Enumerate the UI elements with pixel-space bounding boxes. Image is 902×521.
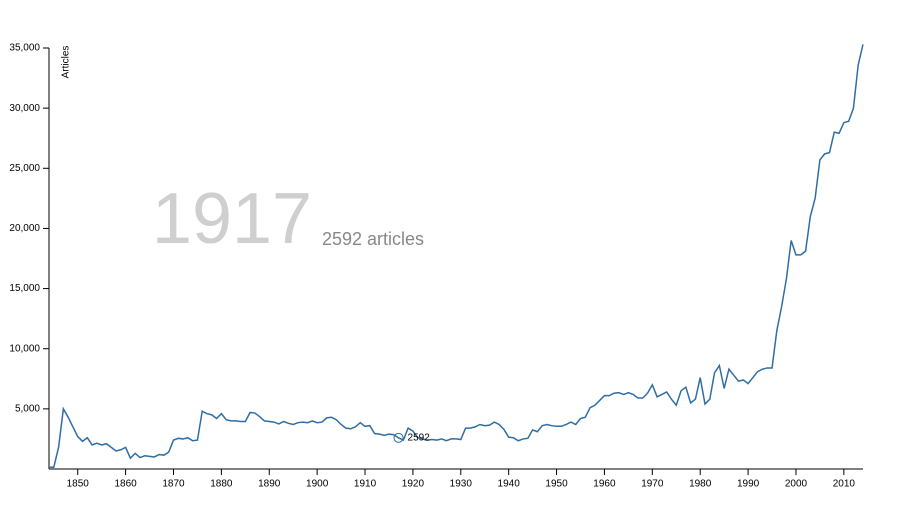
x-tick-label: 1950 — [545, 479, 568, 490]
x-tick-label: 1960 — [593, 479, 616, 490]
x-tick-label: 1890 — [258, 479, 281, 490]
x-tick-label: 1970 — [641, 479, 664, 490]
x-tick-label: 1940 — [498, 479, 521, 490]
x-tick-label: 1880 — [210, 479, 233, 490]
y-tick-label: 30,000 — [9, 103, 40, 114]
x-tick-label: 2000 — [785, 479, 808, 490]
x-tick-label: 1930 — [450, 479, 473, 490]
y-tick-label: 15,000 — [9, 283, 40, 294]
x-tick-label: 1860 — [114, 479, 137, 490]
y-tick-label: 25,000 — [9, 163, 40, 174]
x-tick-label: 1990 — [737, 479, 760, 490]
year-display: 1917 — [152, 179, 312, 259]
data-line — [49, 44, 864, 468]
y-axis-label: Articles — [61, 46, 72, 79]
x-tick-label: 1980 — [689, 479, 712, 490]
focus-label: 2592 — [408, 432, 431, 443]
x-tick-label: 1910 — [354, 479, 377, 490]
focus-point — [393, 432, 404, 443]
x-tick-label: 2010 — [833, 479, 856, 490]
x-tick-label: 1900 — [306, 479, 329, 490]
x-tick-label: 1850 — [67, 479, 90, 490]
y-tick-label: 35,000 — [9, 43, 40, 54]
x-tick-label: 1870 — [162, 479, 185, 490]
value-display: 2592 articles — [322, 229, 424, 249]
x-tick-label: 1920 — [402, 479, 425, 490]
y-tick-label: 5,000 — [15, 403, 40, 414]
y-tick-label: 10,000 — [9, 343, 40, 354]
y-tick-label: 20,000 — [9, 223, 40, 234]
